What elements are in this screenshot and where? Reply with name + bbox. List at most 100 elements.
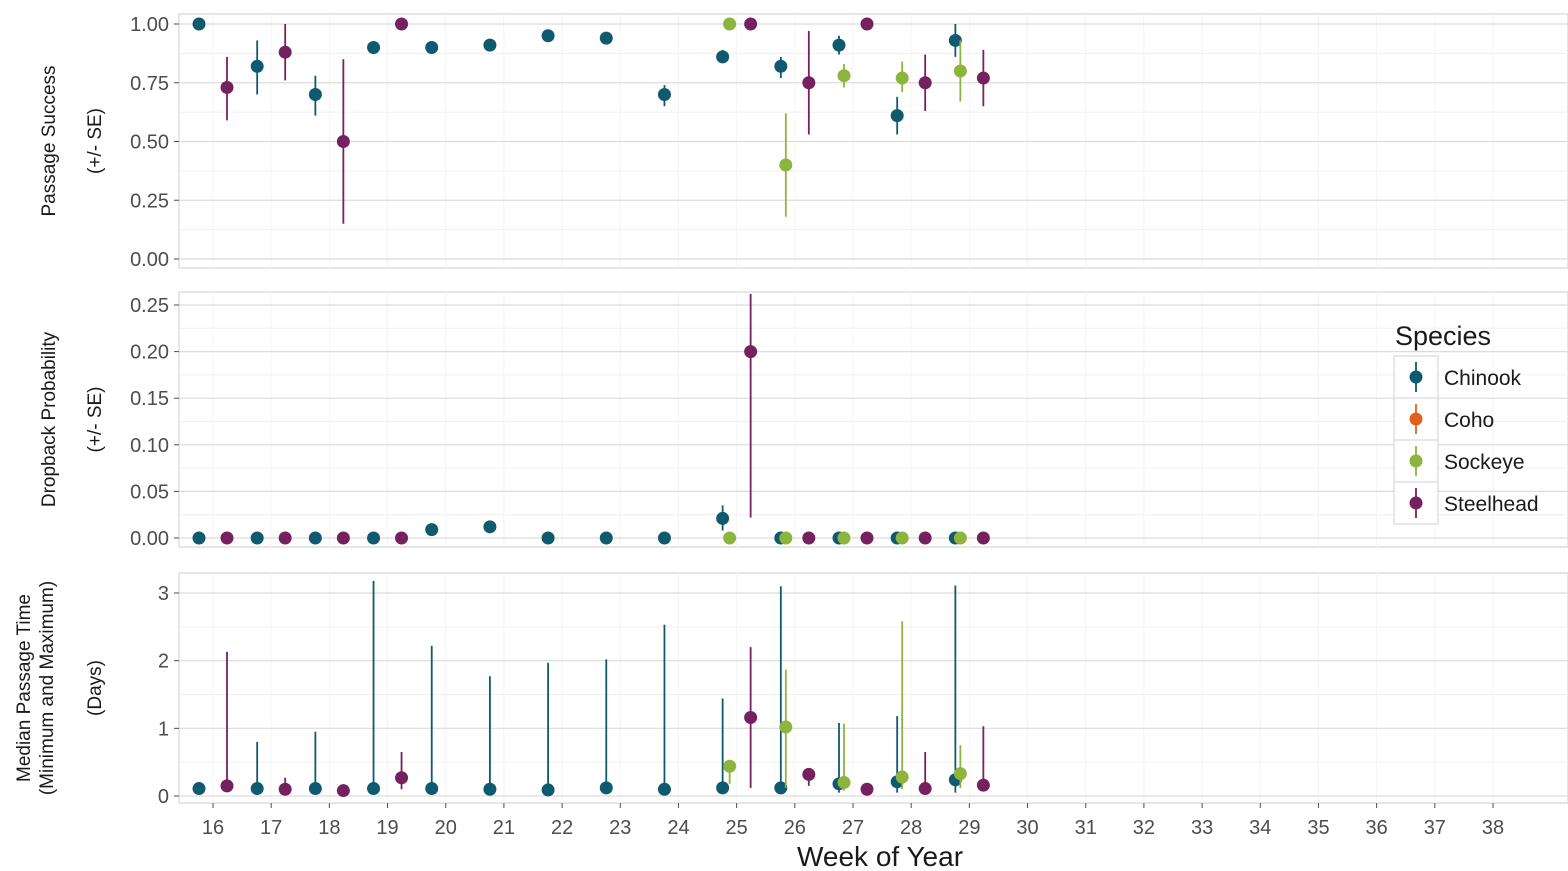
data-points [192, 17, 990, 224]
steelhead-point [918, 531, 932, 545]
y-axis-label: (Minimum and Maximum) [37, 581, 58, 795]
chinook-point [425, 523, 439, 537]
x-tick-label: 19 [376, 817, 398, 839]
y-tick-label: 0.05 [130, 481, 169, 503]
y-axis-label: (+/- SE) [85, 108, 106, 174]
y-tick-label: 0.00 [130, 528, 169, 550]
legend-label: Chinook [1444, 367, 1522, 390]
steelhead-point [336, 531, 350, 545]
y-tick-label: 0 [158, 786, 169, 808]
y-tick-label: 0.10 [130, 435, 169, 457]
chinook-point [192, 531, 206, 545]
legend-entries: Chinook Coho Sockeye Steelhead [1393, 355, 1539, 525]
steelhead-point [976, 531, 990, 545]
steelhead-point [395, 531, 409, 545]
y-tick-label: 0.50 [130, 132, 169, 154]
y-tick-label: 0.25 [130, 190, 169, 212]
chinook-point [657, 531, 671, 545]
x-axis-title: Week of Year [797, 841, 963, 871]
sockeye-point [953, 767, 967, 781]
chinook-point [483, 520, 497, 534]
chinook-point [599, 531, 613, 545]
sockeye-point [895, 71, 909, 85]
steelhead-point [918, 76, 932, 90]
y-axis-label: (Days) [85, 660, 106, 716]
steelhead-point [744, 17, 758, 31]
chinook-point [541, 783, 555, 797]
plot-area [178, 572, 1568, 804]
sockeye-point [837, 775, 851, 789]
legend-label: Steelhead [1444, 493, 1539, 516]
steelhead-point [278, 531, 292, 545]
legend: Species Chinook Coho Sockeye Steelhead [1393, 321, 1539, 525]
chinook-point [599, 31, 613, 45]
steelhead-point [918, 782, 932, 796]
chinook-point [250, 59, 264, 73]
legend-title: Species [1395, 321, 1491, 351]
y-axis-label: Median Passage Time [14, 594, 35, 782]
x-tick-label: 31 [1075, 817, 1097, 839]
legend-key-point [1409, 454, 1423, 468]
sockeye-point [895, 770, 909, 784]
sockeye-point [837, 531, 851, 545]
steelhead-point [860, 531, 874, 545]
steelhead-point [744, 345, 758, 359]
steelhead-point [860, 17, 874, 31]
sockeye-point [953, 531, 967, 545]
chinook-point [832, 38, 846, 52]
legend-key-point [1409, 412, 1423, 426]
panel-median-passage-time: 0 1 2 3 Median Passage Time (Minimum and Maxi… [14, 572, 1568, 808]
chinook-point [657, 782, 671, 796]
data-points [192, 293, 990, 545]
chinook-point [367, 531, 381, 545]
y-tick-label: 2 [158, 651, 169, 673]
x-tick-label: 35 [1307, 817, 1329, 839]
legend-entry-sockeye: Sockeye [1393, 439, 1525, 483]
sockeye-point [837, 69, 851, 83]
legend-key-point [1409, 496, 1423, 510]
legend-label: Coho [1444, 409, 1494, 432]
chinook-point [948, 33, 962, 47]
panel-dropback-probability: 0.00 0.05 0.10 0.15 0.20 0.25 Dropback Probabi… [39, 291, 1568, 550]
chinook-point [192, 17, 206, 31]
y-tick-label: 0.15 [130, 388, 169, 410]
x-tick-label: 27 [842, 817, 864, 839]
legend-entry-chinook: Chinook [1393, 355, 1522, 399]
chinook-point [541, 531, 555, 545]
sockeye-point [779, 531, 793, 545]
x-tick-label: 32 [1133, 817, 1155, 839]
chinook-point [541, 29, 555, 43]
y-tick-label: 0.25 [130, 295, 169, 317]
chinook-point [657, 88, 671, 101]
steelhead-point [802, 531, 816, 545]
data-points [192, 580, 990, 798]
chinook-point [774, 59, 788, 73]
x-axis: 16 17 18 19 20 21 22 23 24 25 26 27 28 29 30 31 32 33 34 35… [202, 803, 1504, 839]
x-tick-label: 29 [958, 817, 980, 839]
plot-area [178, 291, 1568, 548]
y-tick-label: 0.20 [130, 342, 169, 364]
steelhead-point [976, 71, 990, 85]
legend-label: Sockeye [1444, 451, 1525, 474]
steelhead-point [860, 782, 874, 796]
steelhead-point [802, 76, 816, 90]
sockeye-point [779, 720, 793, 734]
chinook-point [250, 782, 264, 796]
steelhead-point [336, 784, 350, 798]
steelhead-point [744, 711, 758, 725]
sockeye-point [723, 531, 737, 545]
legend-key-point [1409, 370, 1423, 384]
steelhead-point [220, 80, 234, 94]
y-tick-label: 3 [158, 583, 169, 605]
steelhead-point [278, 782, 292, 796]
y-tick-label: 1.00 [130, 14, 169, 36]
chinook-point [192, 782, 206, 796]
x-tick-label: 37 [1424, 817, 1446, 839]
steelhead-point [395, 771, 409, 785]
chinook-point [367, 41, 381, 54]
legend-entry-steelhead: Steelhead [1393, 481, 1539, 525]
steelhead-point [802, 767, 816, 781]
chinook-point [425, 41, 439, 54]
sockeye-point [723, 17, 737, 31]
panel-passage-success: 0.00 0.25 0.50 0.75 1.00 Passage Success (+/- … [39, 13, 1568, 271]
